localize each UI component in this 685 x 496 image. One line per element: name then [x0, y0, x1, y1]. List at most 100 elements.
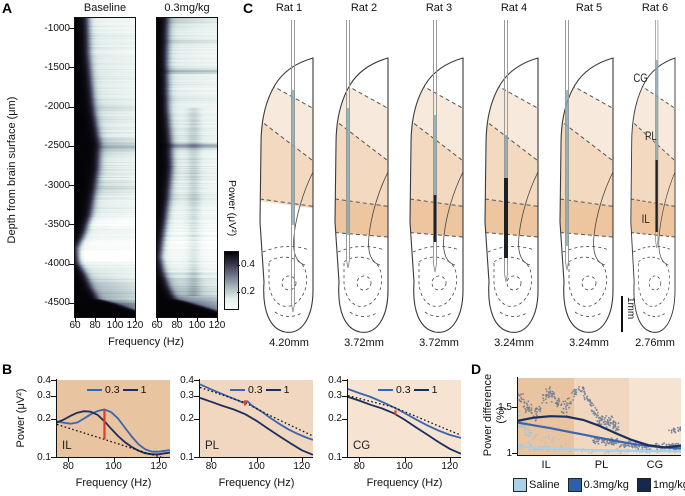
- cg-region: [260, 75, 313, 170]
- panel-a-xlabel: Frequency (Hz): [108, 336, 184, 348]
- pl-label: PL: [645, 130, 657, 143]
- freq-tick-mark: [113, 458, 115, 462]
- series-0.3: [348, 388, 461, 439]
- legend-line-1: [413, 388, 429, 392]
- trend-1mg-kg: [518, 415, 681, 449]
- freq-tick-mark: [301, 458, 303, 462]
- freq-tick-mark: [217, 318, 218, 322]
- colorbar-tick-label: 0.4: [241, 259, 255, 271]
- power-spectra-cg: [348, 388, 461, 455]
- il-region: [410, 198, 463, 238]
- y-axis-spine: [347, 379, 349, 458]
- rat-ap-coordinate: 3.24mm: [494, 337, 534, 349]
- plot-legend: 0.3 1: [378, 384, 437, 396]
- legend-label-0-3: 0.3: [396, 384, 411, 396]
- freq-tick-label: 80: [205, 461, 217, 472]
- pl-region: [260, 115, 313, 210]
- freq-tick-mark: [157, 318, 158, 322]
- panel-a-label: A: [2, 0, 13, 16]
- panel-b-ylabel: Power (μV²): [15, 388, 27, 448]
- colorbar-label: Power (μV²): [226, 180, 238, 237]
- freq-tick-label: 80: [353, 461, 365, 472]
- freq-tick-mark: [359, 458, 361, 462]
- x-axis-spine: [56, 457, 170, 459]
- depth-tick-label: -2000: [44, 101, 70, 113]
- power-spectra-il: [57, 408, 170, 457]
- y-axis-spine: [56, 379, 58, 458]
- legend-label: Saline: [529, 479, 560, 491]
- depth-tick-label: -2500: [44, 140, 70, 152]
- freq-tick-label: 80: [89, 320, 101, 331]
- rat-brain-section: [409, 20, 464, 333]
- colorbar-tick-label: 0.2: [241, 286, 255, 298]
- electrode-stain: [655, 160, 658, 232]
- rat-name: Rat 4: [500, 2, 528, 14]
- electrode-stain: [655, 60, 658, 160]
- rat-brain-section: [559, 20, 614, 333]
- legend-swatch-saline: [513, 478, 527, 492]
- electrode-stain: [504, 178, 508, 258]
- heatmap-baseline-title: Baseline: [83, 2, 127, 14]
- power-tick-label: 0.4: [180, 374, 194, 386]
- legend-label-1: 1: [283, 384, 290, 396]
- power-diff-tick-mark: [512, 407, 517, 408]
- depth-tick-mark: [69, 106, 74, 108]
- series-0.3: [200, 383, 313, 441]
- electrode-stain: [291, 90, 295, 225]
- power-tick-mark: [194, 418, 199, 420]
- electrode-stain: [504, 135, 508, 178]
- cg-region: [410, 75, 463, 170]
- plot-xlabel: Frequency (Hz): [366, 477, 443, 489]
- legend-swatch-0-3mg-kg: [567, 478, 582, 492]
- power-tick-label: 0.3: [180, 390, 194, 402]
- power-tick-label: 0.1: [37, 451, 51, 463]
- rat-brain-section: CG PL IL: [630, 20, 676, 333]
- depth-tick-label: -3500: [44, 218, 70, 230]
- power-diff-tick-label: 1: [506, 447, 512, 459]
- panel-c-label: C: [243, 0, 254, 16]
- rat-ap-coordinate: 3.24mm: [569, 337, 609, 349]
- colorbar-tick-mark: [237, 264, 240, 266]
- depth-tick-mark: [69, 263, 74, 265]
- depth-tick-label: -4000: [44, 258, 70, 270]
- legend-line-1: [122, 388, 138, 392]
- legend-line-1: [265, 388, 281, 392]
- rat-ap-coordinate: 3.72mm: [419, 337, 459, 349]
- cg-region: [560, 75, 613, 170]
- series-fit: [200, 386, 313, 437]
- x-axis-spine: [517, 455, 681, 457]
- series-0.3: [57, 408, 170, 453]
- power-tick-label: 0.2: [328, 413, 342, 424]
- scale-bar-label: 1mm: [625, 297, 636, 320]
- freq-tick-label: 100: [396, 461, 413, 472]
- power-tick-mark: [342, 380, 347, 381]
- panel-a-ylabel: Depth from brain surface (μm): [6, 96, 18, 244]
- legend-line-0-3: [87, 388, 102, 392]
- electrode-track: [504, 20, 508, 283]
- freq-tick-label: 120: [150, 461, 168, 472]
- colorbar: [224, 251, 239, 310]
- series-1: [57, 410, 170, 456]
- rat-ap-coordinate: 4.20mm: [269, 337, 309, 349]
- brain-outline: [559, 57, 614, 333]
- y-axis-spine: [199, 379, 201, 458]
- depth-tick-mark: [69, 224, 74, 226]
- rat-name: Rat 6: [641, 2, 669, 14]
- region-label: CG: [353, 440, 371, 452]
- scatter-cluster: [668, 426, 681, 434]
- freq-tick-mark: [158, 458, 160, 462]
- series-1: [348, 396, 461, 455]
- rat-name: Rat 3: [425, 2, 453, 14]
- plot-legend: 0.3 1: [87, 384, 146, 396]
- cg-region: [485, 75, 538, 170]
- rat-ap-coordinate: 3.72mm: [344, 337, 384, 349]
- electrode-track: [565, 20, 569, 271]
- power-diff-tick-label: 1.5: [498, 401, 512, 413]
- brain-outline: [334, 57, 389, 333]
- legend-line-0-3: [378, 388, 393, 392]
- freq-tick-mark: [404, 458, 406, 462]
- region-xlabel-il: IL: [541, 459, 551, 471]
- freq-tick-mark: [95, 318, 96, 322]
- electrode-track: [655, 20, 659, 249]
